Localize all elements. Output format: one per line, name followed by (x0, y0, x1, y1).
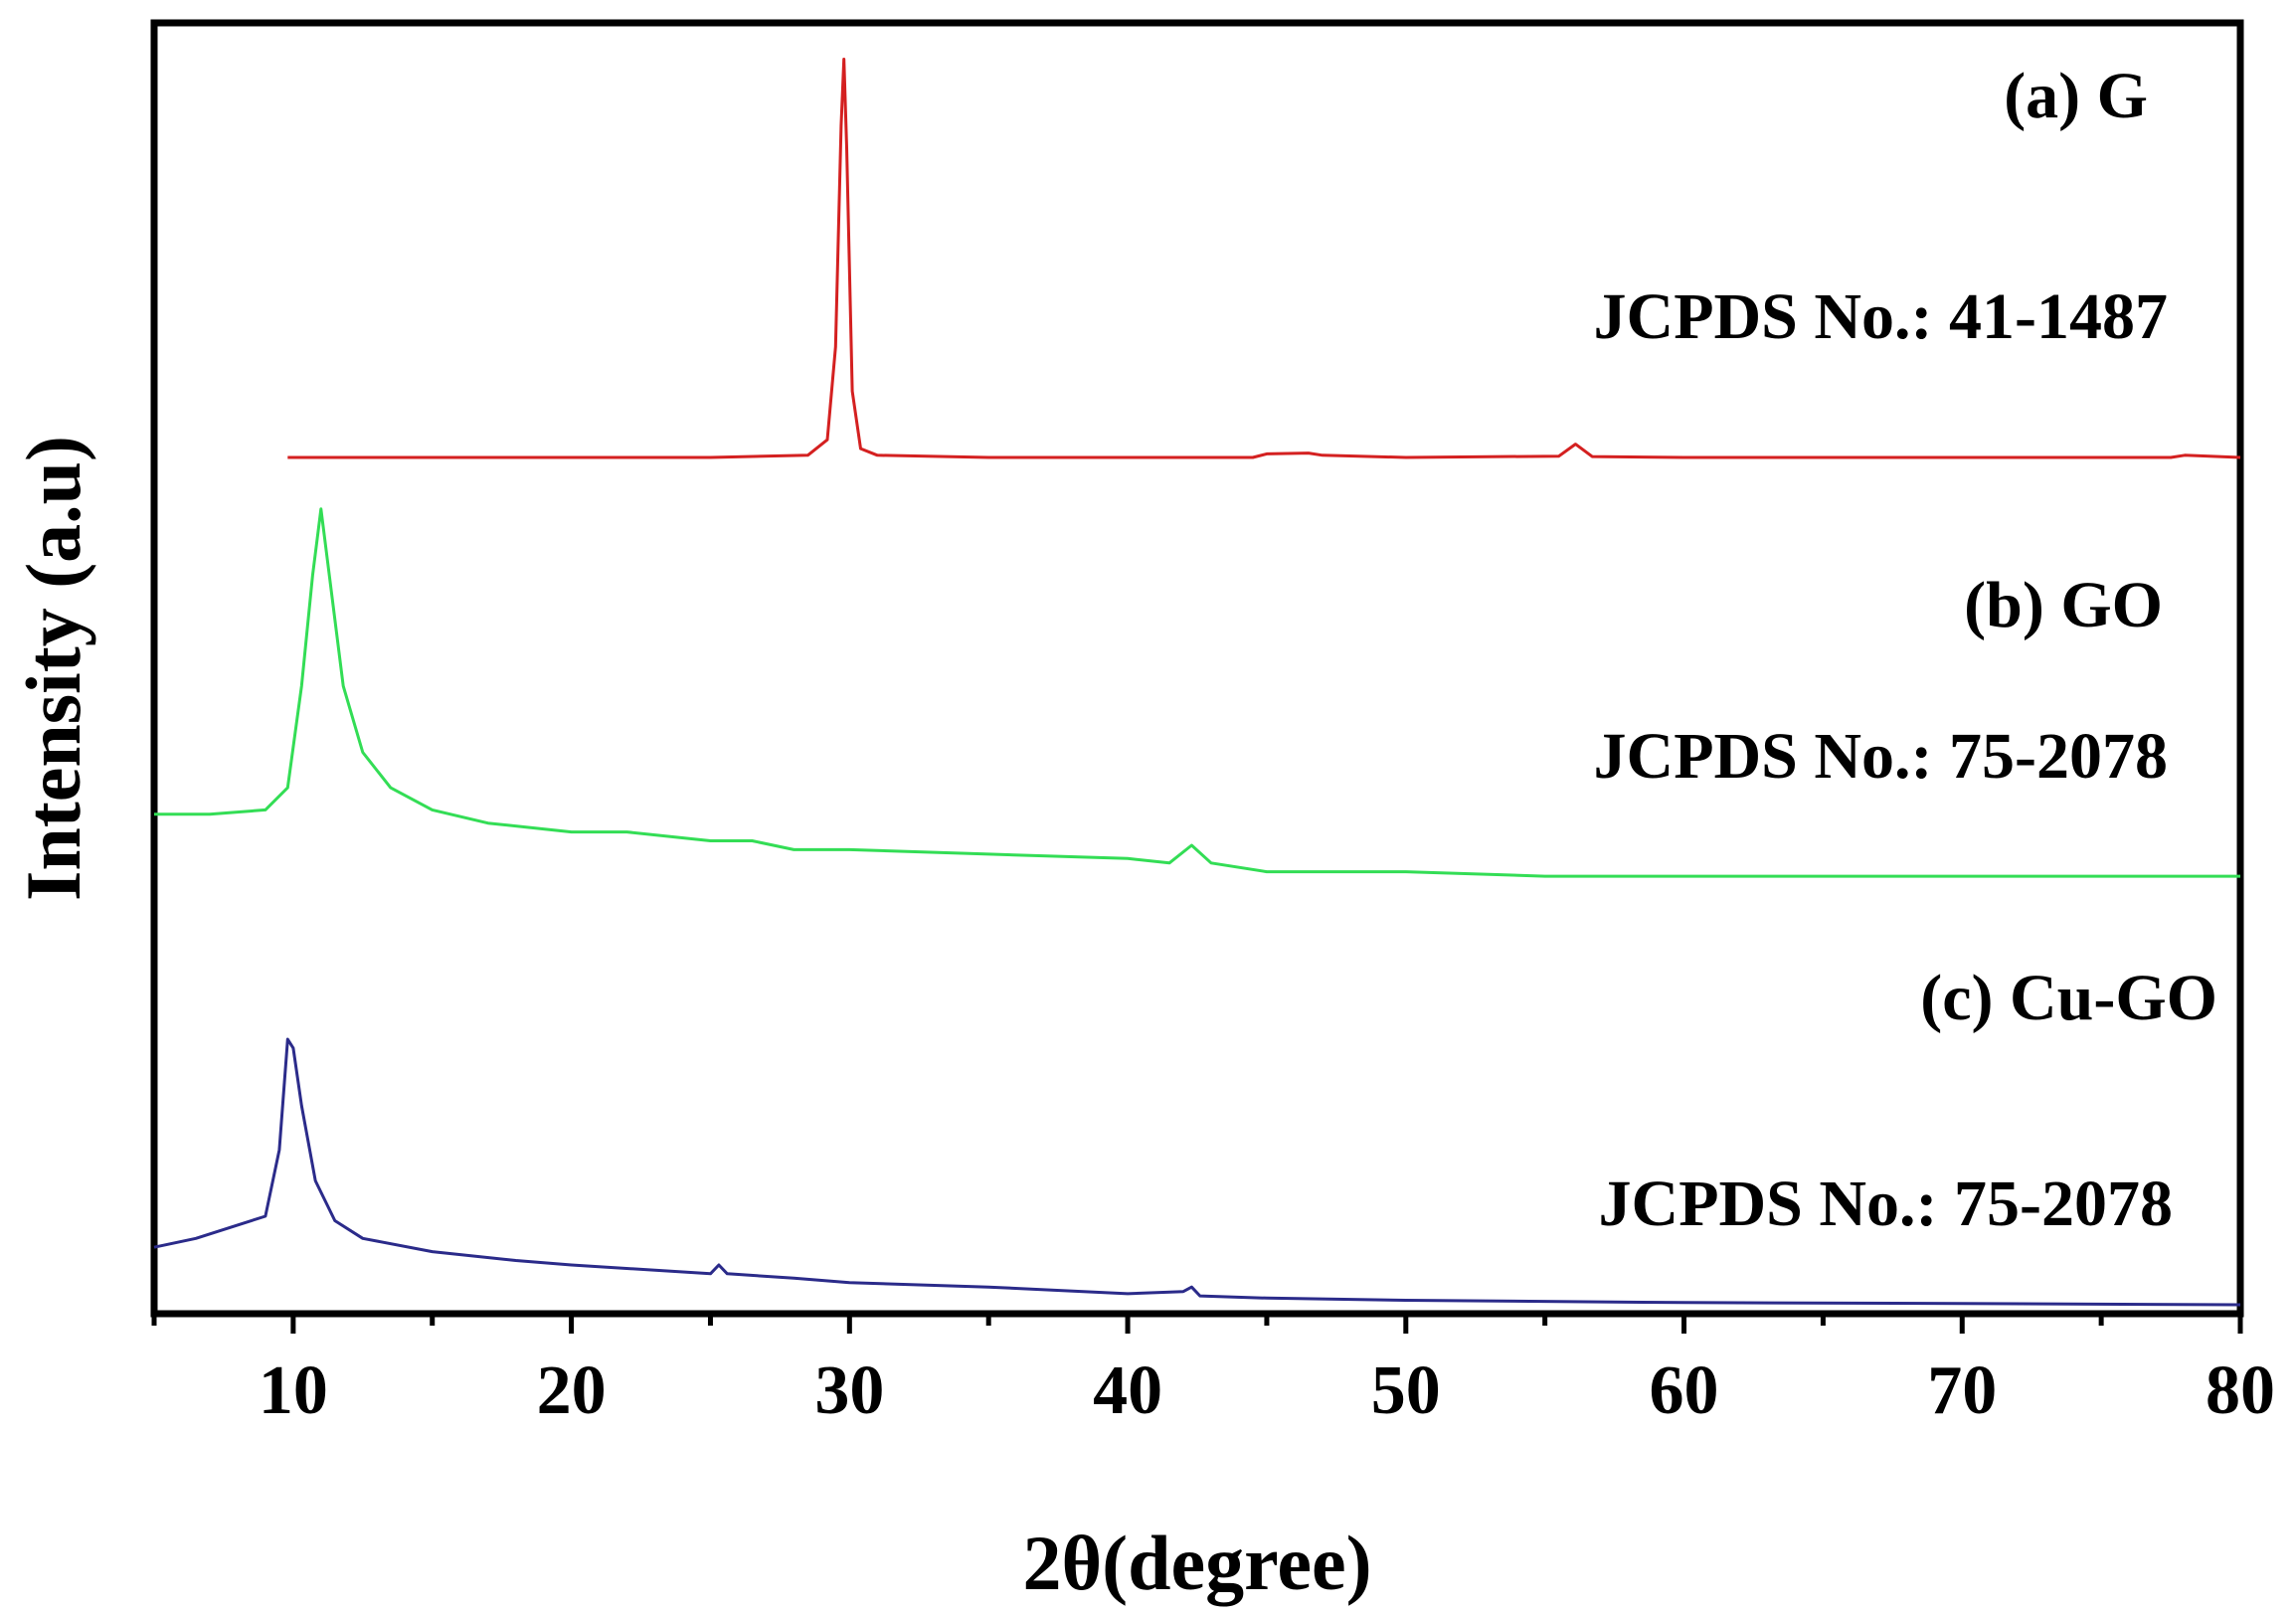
x-tick-label: 60 (1650, 1352, 1719, 1429)
series-jcpds-annotation: JCPDS No.: 75-2078 (1599, 1168, 2173, 1240)
series-jcpds-annotation: JCPDS No.: 75-2078 (1594, 720, 2168, 793)
x-tick-label: 30 (814, 1352, 884, 1429)
series-group (153, 58, 2241, 1307)
series-labels: (a) G JCPDS No.: 41-1487 (b) GO JCPDS No.: … (1594, 60, 2217, 1240)
x-axis-ticks (151, 1314, 2243, 1334)
series-name-label: (a) G (2004, 60, 2148, 132)
series-line-1 (287, 58, 2241, 459)
x-tick-label: 40 (1093, 1352, 1162, 1429)
plot-frame (150, 19, 2244, 1318)
series-name-label: (c) Cu-GO (1920, 962, 2217, 1034)
x-tick-label: 50 (1371, 1352, 1441, 1429)
x-axis-tick-labels: 10 20 30 40 50 60 70 80 (259, 1352, 2275, 1429)
x-tick-label: 10 (259, 1352, 328, 1429)
x-tick-label: 80 (2206, 1352, 2275, 1429)
series-jcpds-annotation: JCPDS No.: 41-1487 (1594, 280, 2168, 353)
series-line-3 (153, 1037, 2241, 1307)
x-axis-title: 2θ(degree) (1022, 1520, 1371, 1606)
x-tick-label: 70 (1927, 1352, 1997, 1429)
x-tick-label: 20 (537, 1352, 607, 1429)
series-name-label: (b) GO (1964, 569, 2163, 641)
y-axis-title: Intensity (a.u) (10, 436, 96, 901)
series-line-2 (154, 507, 2240, 878)
